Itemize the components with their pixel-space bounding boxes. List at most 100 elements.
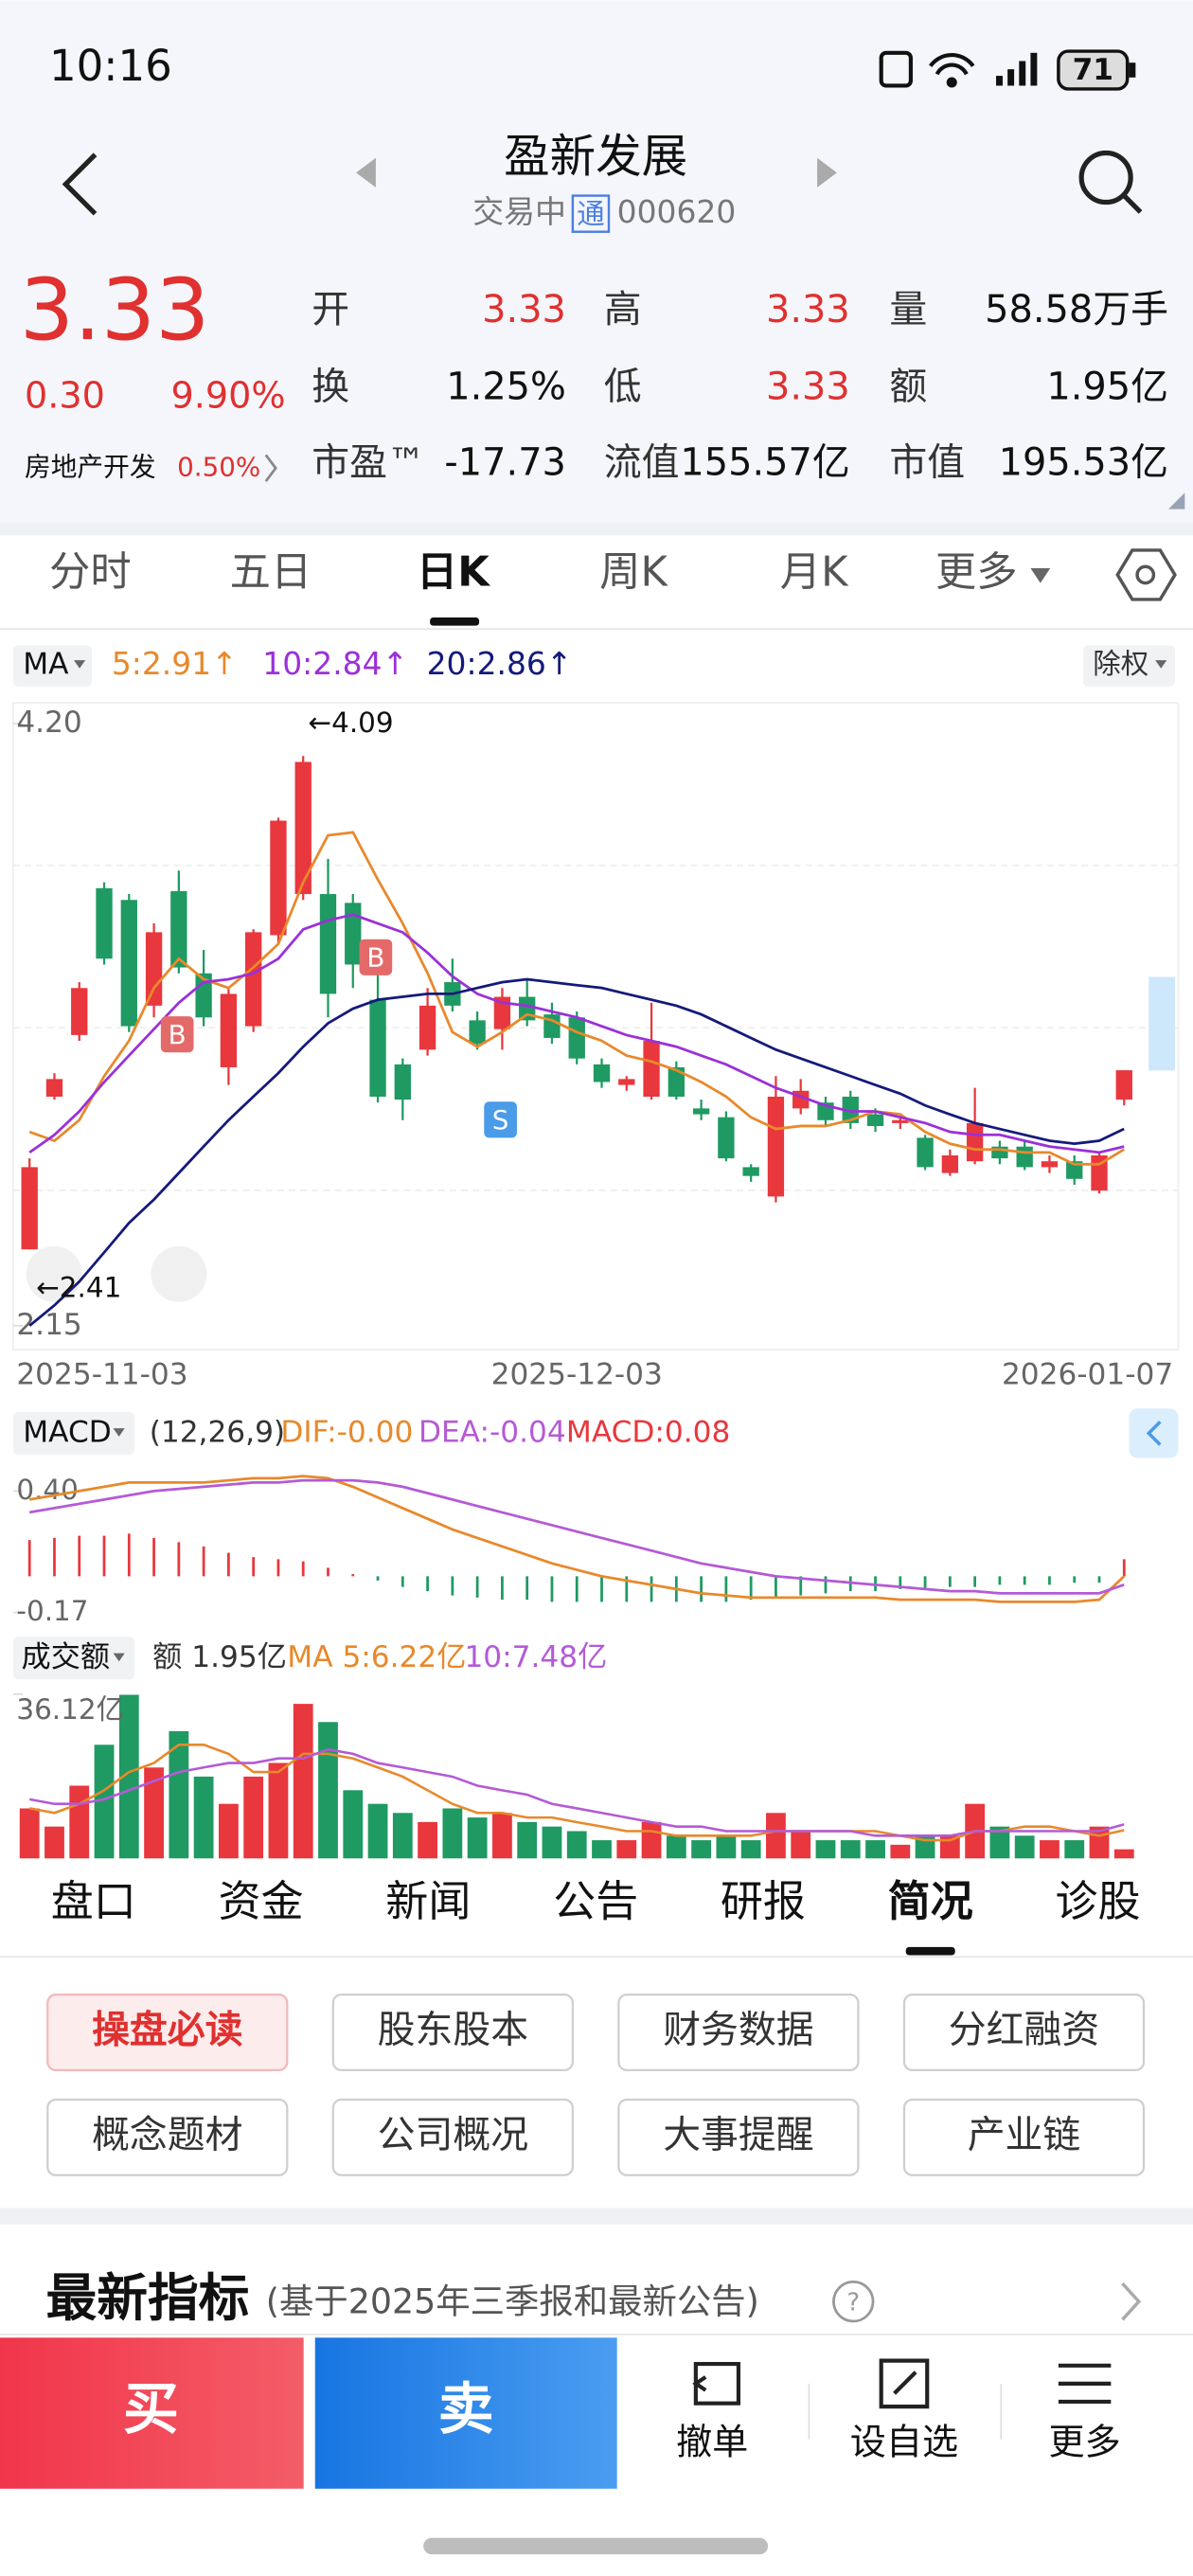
nfc-icon bbox=[879, 50, 913, 88]
shortcut-label: 公司概况 bbox=[378, 2113, 528, 2156]
stat-label: 量 bbox=[889, 288, 927, 331]
legend-entry: 10:7.48亿 bbox=[464, 1640, 607, 1674]
back-button[interactable] bbox=[62, 152, 98, 216]
next-stock[interactable] bbox=[817, 157, 837, 188]
search-button[interactable] bbox=[1078, 150, 1143, 214]
shortcut-label: 产业链 bbox=[968, 2113, 1081, 2156]
indicator-box[interactable] bbox=[12, 645, 93, 687]
shortcut-button[interactable] bbox=[902, 1993, 1146, 2071]
plot-frame bbox=[11, 702, 1180, 1351]
prev-stock[interactable] bbox=[356, 157, 376, 188]
adjust-name[interactable]: 除权 bbox=[1093, 648, 1148, 680]
y-tick-label: 4.20 bbox=[16, 706, 81, 740]
more-icon[interactable] bbox=[1058, 2363, 1112, 2405]
section-arrow[interactable] bbox=[1121, 2281, 1142, 2321]
settings-icon[interactable] bbox=[1115, 548, 1177, 601]
info-tab[interactable]: 盘口 bbox=[51, 1876, 136, 1926]
macd-line bbox=[28, 1475, 1126, 1603]
candle-body bbox=[742, 1167, 759, 1176]
shortcut-button[interactable] bbox=[46, 1993, 289, 2071]
change: 0.30 bbox=[25, 374, 105, 416]
watch-icon[interactable] bbox=[879, 2358, 930, 2409]
divider bbox=[0, 2208, 1193, 2225]
price: 3.33 bbox=[20, 260, 210, 360]
side-handle[interactable] bbox=[1148, 976, 1175, 1071]
info-tab[interactable]: 新闻 bbox=[385, 1876, 471, 1926]
wifi-icon bbox=[929, 53, 975, 76]
sector-pct: 0.50% bbox=[177, 451, 260, 482]
adjust-box[interactable] bbox=[1082, 645, 1175, 687]
signal-label: B bbox=[169, 1019, 187, 1050]
tool-label[interactable]: 设自选 bbox=[850, 2422, 958, 2463]
sell-label: 卖 bbox=[438, 2376, 494, 2442]
info-tab[interactable]: 公告 bbox=[553, 1876, 638, 1926]
info-tab[interactable]: 研报 bbox=[721, 1876, 806, 1926]
badge-box bbox=[571, 194, 611, 233]
indicator-name[interactable]: 成交额 bbox=[22, 1640, 111, 1674]
sector-arrow[interactable] bbox=[264, 454, 277, 482]
tab-underline bbox=[905, 1946, 955, 1956]
candle-body bbox=[120, 900, 137, 1027]
side-handle[interactable] bbox=[1129, 1408, 1179, 1458]
volume-bar bbox=[118, 1694, 139, 1859]
volume-bar bbox=[193, 1776, 214, 1859]
shortcut-button[interactable] bbox=[617, 1993, 860, 2071]
expand-button[interactable] bbox=[26, 1245, 82, 1302]
sell-button[interactable] bbox=[314, 2337, 617, 2489]
stat-value: 1.95亿 bbox=[1046, 366, 1168, 409]
period-tab[interactable]: 更多 bbox=[935, 548, 1018, 596]
stat-value: 155.57亿 bbox=[680, 440, 849, 484]
shortcut-button[interactable] bbox=[331, 2098, 574, 2176]
undo-icon[interactable] bbox=[692, 2362, 740, 2406]
stat-label: 额 bbox=[889, 366, 927, 409]
info-tab[interactable]: 资金 bbox=[219, 1876, 304, 1926]
period-tab[interactable]: 月K bbox=[780, 548, 849, 596]
volume-bar bbox=[19, 1808, 40, 1859]
candle-body bbox=[866, 1114, 884, 1126]
tool-label[interactable]: 撤单 bbox=[676, 2422, 748, 2463]
section-title: 最新指标 bbox=[46, 2268, 250, 2328]
volume-bar bbox=[218, 1803, 239, 1859]
volume-bar bbox=[740, 1840, 761, 1859]
tool-icons bbox=[692, 2358, 1112, 2409]
shortcut-button[interactable] bbox=[902, 2098, 1146, 2176]
legend-entry: 5:2.91↑ bbox=[112, 645, 238, 682]
shortcut-button[interactable] bbox=[46, 2098, 289, 2176]
candle-body bbox=[767, 1096, 785, 1197]
info-tab[interactable]: 简况 bbox=[888, 1876, 973, 1926]
period-tab[interactable]: 分时 bbox=[49, 548, 132, 596]
period-tab[interactable]: 日K bbox=[417, 548, 490, 596]
shortcut-button[interactable] bbox=[617, 2098, 860, 2176]
home-indicator[interactable] bbox=[423, 2537, 769, 2555]
volume-bar bbox=[45, 1826, 64, 1859]
candle-body bbox=[345, 903, 362, 965]
legend-entry: DIF:-0.00 bbox=[280, 1415, 413, 1449]
ma-line bbox=[28, 977, 1125, 1327]
dropdown-arrow bbox=[73, 660, 86, 669]
candle-body bbox=[568, 1017, 585, 1059]
candle-body bbox=[892, 1119, 909, 1123]
indicator-name[interactable]: MA bbox=[23, 647, 69, 681]
indicator-box[interactable] bbox=[12, 1411, 135, 1455]
volume-bar bbox=[418, 1821, 437, 1859]
volume-summary: 额 1.95亿 bbox=[152, 1640, 287, 1674]
shortcut-label: 股东股本 bbox=[378, 2008, 528, 2051]
indicator-name[interactable]: MACD bbox=[23, 1415, 112, 1449]
info-tab[interactable]: 诊股 bbox=[1055, 1876, 1140, 1926]
shortcut-button[interactable] bbox=[331, 1993, 574, 2071]
indicator-box[interactable] bbox=[12, 1637, 135, 1680]
period-tab[interactable]: 周K bbox=[599, 548, 668, 596]
volume-bar bbox=[69, 1785, 90, 1859]
status-time: 10:16 bbox=[49, 41, 172, 91]
indicator-params: (12,26,9) bbox=[150, 1415, 285, 1449]
period-tab[interactable]: 五日 bbox=[230, 548, 312, 596]
tool-label[interactable]: 更多 bbox=[1049, 2422, 1121, 2463]
volume-bar bbox=[343, 1790, 364, 1859]
fullscreen-button[interactable] bbox=[151, 1245, 207, 1302]
buy-button[interactable] bbox=[0, 2337, 304, 2489]
candle-body bbox=[692, 1108, 710, 1115]
volume-bar bbox=[318, 1722, 338, 1859]
help-icon[interactable] bbox=[832, 2281, 875, 2323]
candle-body bbox=[469, 1020, 486, 1045]
